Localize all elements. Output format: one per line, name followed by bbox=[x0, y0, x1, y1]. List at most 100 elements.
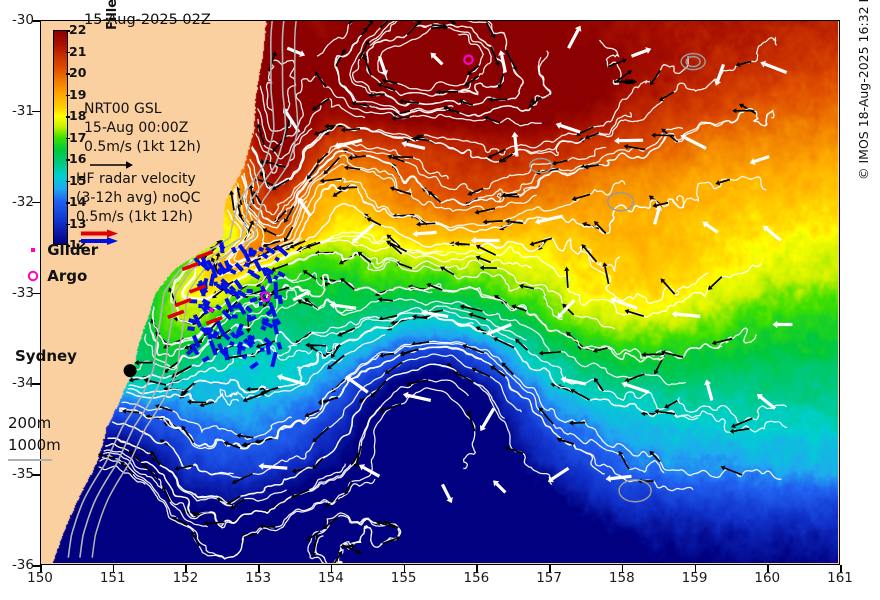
colorbar-tick-mark bbox=[66, 245, 70, 247]
hf-radar-velocity-stick bbox=[274, 256, 280, 262]
argo-float-marker[interactable] bbox=[260, 291, 271, 302]
current-arrow-head bbox=[128, 450, 134, 456]
current-arrow-head bbox=[332, 192, 338, 197]
y-tick-label: -34 bbox=[11, 375, 34, 392]
current-arrow-shaft bbox=[628, 373, 645, 381]
hf-radar-velocity-stick bbox=[276, 341, 283, 350]
gsl-velocity-arrow bbox=[338, 138, 363, 148]
y-tick-label: -35 bbox=[11, 466, 34, 483]
current-arrow-shaft bbox=[323, 277, 337, 283]
current-arrow-head bbox=[707, 285, 713, 290]
current-arrow-head bbox=[475, 255, 481, 261]
current-arrow-head bbox=[493, 295, 499, 300]
current-arrow-shaft bbox=[607, 60, 624, 68]
hf-radar-velocity-stick bbox=[220, 278, 231, 288]
current-arrow-shaft bbox=[406, 22, 420, 36]
hf-radar-velocity-stick-red bbox=[167, 309, 185, 319]
current-arrow-head bbox=[651, 132, 656, 138]
current-arrow-shaft bbox=[467, 75, 480, 85]
x-tick-label: 152 bbox=[172, 570, 199, 586]
current-arrow-head bbox=[654, 409, 659, 415]
current-arrow-shaft bbox=[472, 314, 487, 321]
map-plot-area[interactable] bbox=[40, 20, 840, 565]
current-arrow-head bbox=[515, 338, 520, 344]
current-arrow-head bbox=[370, 392, 376, 398]
current-arrow-head bbox=[377, 82, 383, 88]
current-arrow-shaft bbox=[658, 410, 676, 415]
current-arrow-head bbox=[291, 468, 297, 474]
current-arrow-head bbox=[408, 284, 413, 290]
current-arrow-head bbox=[730, 423, 736, 428]
streamline bbox=[121, 401, 292, 441]
current-arrow-shaft bbox=[531, 96, 542, 106]
gsl-line-1: NRT00 GSL bbox=[84, 101, 162, 117]
y-tick-mark bbox=[32, 20, 40, 22]
isobath-200m bbox=[67, 21, 275, 558]
current-arrow-head bbox=[594, 221, 599, 226]
current-arrow-shaft bbox=[465, 345, 485, 354]
streamline bbox=[99, 387, 477, 560]
current-arrow-head bbox=[504, 445, 509, 451]
current-arrow-head bbox=[474, 209, 480, 215]
hf-radar-velocity-stick bbox=[246, 340, 254, 349]
current-arrow-head bbox=[173, 316, 179, 322]
current-arrow-head bbox=[284, 237, 289, 243]
current-arrow-shaft bbox=[175, 518, 188, 527]
current-arrow-head bbox=[319, 178, 325, 184]
current-arrow-shaft bbox=[235, 472, 253, 483]
current-arrow-shaft bbox=[509, 220, 524, 225]
hf-radar-velocity-stick bbox=[219, 348, 230, 359]
y-tick-mark bbox=[32, 292, 40, 294]
gsl-velocity-arrowhead bbox=[401, 140, 407, 148]
x-tick-label: 161 bbox=[827, 570, 853, 586]
current-arrow-shaft bbox=[158, 405, 173, 412]
gsl-velocity-arrowhead bbox=[297, 197, 304, 204]
current-arrow-head bbox=[569, 420, 574, 426]
current-arrow-shaft bbox=[340, 327, 356, 336]
current-arrow-head bbox=[443, 105, 449, 111]
current-arrow-shaft bbox=[293, 240, 306, 247]
gsl-velocity-arrowhead bbox=[430, 52, 437, 59]
x-tick-label: 153 bbox=[245, 570, 272, 586]
seamount-contour bbox=[680, 52, 706, 71]
y-tick-label: -36 bbox=[11, 557, 34, 573]
argo-float-marker[interactable] bbox=[463, 54, 474, 66]
current-arrow-head bbox=[528, 103, 534, 108]
current-arrow-head bbox=[391, 115, 396, 121]
hf-radar-velocity-stick bbox=[208, 340, 218, 356]
current-arrow-head bbox=[735, 62, 741, 67]
current-arrow-head bbox=[594, 377, 599, 383]
current-arrow-head bbox=[324, 502, 330, 507]
current-arrow-shaft bbox=[312, 347, 328, 358]
glider-marker[interactable] bbox=[209, 308, 214, 313]
hf-radar-velocity-stick bbox=[270, 351, 278, 368]
hf-radar-velocity-stick bbox=[258, 246, 265, 252]
colorbar-tick-label: 14 bbox=[69, 194, 87, 209]
current-arrow-head bbox=[715, 180, 721, 186]
colorbar-tick-label: 19 bbox=[69, 86, 87, 102]
gsl-velocity-arrow bbox=[753, 154, 770, 164]
current-arrow-shaft bbox=[507, 447, 524, 455]
current-arrow-shaft bbox=[183, 382, 195, 394]
current-arrow-shaft bbox=[431, 24, 443, 27]
gsl-velocity-arrowhead bbox=[402, 391, 409, 399]
current-arrow-head bbox=[242, 397, 248, 403]
current-arrow-shaft bbox=[237, 190, 243, 206]
current-arrow-shaft bbox=[505, 49, 516, 67]
current-arrow-shaft bbox=[178, 464, 194, 470]
current-arrow-head bbox=[624, 309, 630, 315]
current-arrow-head bbox=[229, 190, 235, 195]
x-tick-mark bbox=[549, 565, 551, 573]
current-arrow-head bbox=[376, 520, 381, 526]
current-arrow-head bbox=[305, 243, 311, 249]
current-arrow-head bbox=[290, 493, 296, 499]
current-arrow-head bbox=[501, 192, 506, 198]
gsl-velocity-arrow bbox=[377, 55, 387, 72]
current-arrow-shaft bbox=[258, 127, 265, 146]
hf-radar-legend-block: HF radar velocity (3-12h avg) noQC 0.5m/… bbox=[76, 170, 200, 252]
gsl-velocity-arrowhead bbox=[329, 301, 335, 309]
current-arrow-head bbox=[479, 265, 484, 271]
current-arrow-shaft bbox=[382, 314, 398, 320]
current-arrow-head bbox=[467, 70, 472, 76]
current-arrow-shaft bbox=[285, 205, 295, 220]
